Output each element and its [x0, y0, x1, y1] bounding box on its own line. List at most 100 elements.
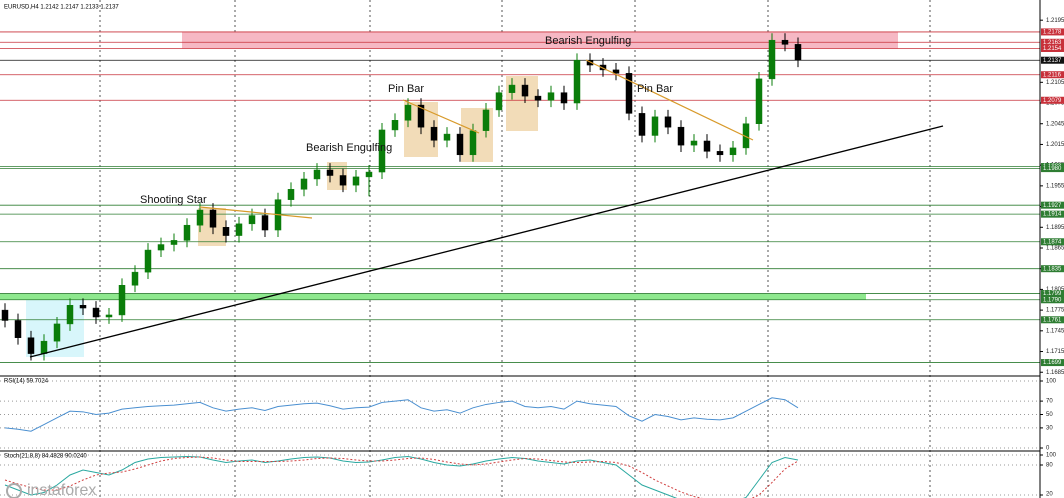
candle-body	[79, 305, 87, 309]
candle-body	[144, 249, 152, 273]
y-tick-label: 100	[1046, 453, 1057, 459]
candle-body	[326, 169, 334, 176]
y-tick-label: 1.1745	[1046, 328, 1064, 334]
candle-body	[560, 92, 568, 104]
candle-body	[1, 309, 9, 321]
candle-body	[53, 323, 61, 342]
candle-body	[612, 69, 620, 74]
chart-title: EURUSD,H4 1.2142 1.2147 1.2133 1.2137	[4, 5, 119, 11]
annotation: Bearish Engulfing	[306, 142, 392, 154]
candle-body	[222, 227, 230, 236]
support-level-box	[1041, 316, 1064, 324]
candle-body	[625, 73, 633, 114]
y-tick-label: 100	[1046, 379, 1057, 385]
y-tick-label: 1.1895	[1046, 225, 1064, 231]
indicator-line	[4, 397, 799, 432]
panel-title: RSI(14) 59.7024	[4, 379, 49, 385]
support-level-box	[1041, 201, 1064, 209]
candle-body	[300, 178, 308, 190]
trend-line	[29, 125, 944, 358]
candle-body	[352, 176, 360, 186]
candle-body	[404, 104, 412, 121]
support-level-label: 1.1699	[1043, 360, 1062, 366]
candle-body	[339, 175, 347, 186]
logo-icon	[6, 483, 22, 498]
candle-body	[14, 320, 22, 338]
trend-line	[585, 59, 754, 141]
y-tick-label: 1.1775	[1046, 308, 1064, 314]
candle-body	[40, 340, 48, 354]
y-tick-label: 1.2045	[1046, 121, 1064, 127]
candle-body	[716, 151, 724, 156]
candle-body	[573, 59, 581, 104]
annotation: Shooting Star	[140, 194, 207, 206]
candle-body	[651, 116, 659, 136]
annotation: Bearish Engulfing	[545, 35, 631, 47]
candle-body	[521, 84, 529, 97]
price-level-box	[1041, 56, 1064, 64]
support-level-label: 1.1761	[1043, 317, 1062, 323]
trend-line	[199, 206, 313, 219]
y-tick-label: 1.2195	[1046, 18, 1064, 24]
resistance-level-box	[1041, 96, 1064, 104]
candle-body	[417, 104, 425, 128]
support-level-label: 1.1927	[1043, 203, 1062, 209]
y-tick-label: 70	[1046, 399, 1053, 405]
support-level-label: 1.1799	[1043, 291, 1062, 297]
y-tick-label: 1.1955	[1046, 183, 1064, 189]
candle-body	[599, 64, 607, 71]
support-level-box	[1041, 290, 1064, 298]
candle-body	[27, 337, 35, 354]
price-level-label: 1.2137	[1043, 58, 1062, 64]
candle-body	[547, 92, 555, 101]
resistance-level-label: 1.2079	[1043, 98, 1062, 104]
candle-body	[196, 209, 204, 226]
candle-body	[131, 271, 139, 286]
candle-body	[664, 116, 672, 128]
resistance-level-label: 1.2178	[1043, 29, 1062, 35]
candle-body	[703, 140, 711, 152]
support-level-label: 1.1835	[1043, 266, 1062, 272]
candle-body	[66, 305, 74, 325]
y-tick-label: 1.2105	[1046, 80, 1064, 86]
candle-body	[235, 223, 243, 236]
candle-body	[378, 129, 386, 173]
support-level-box	[1041, 359, 1064, 367]
support-level-label: 1.1914	[1043, 212, 1062, 218]
candle-body	[118, 285, 126, 316]
candle-body	[287, 189, 295, 200]
y-tick-label: 1.1715	[1046, 349, 1064, 355]
candle-body	[638, 113, 646, 136]
resistance-level-box	[1041, 44, 1064, 52]
candle-body	[157, 244, 165, 251]
candle-body	[170, 240, 178, 245]
annotation: Pin Bar	[637, 83, 673, 95]
candle-body	[105, 314, 113, 318]
y-tick-label: 50	[1046, 412, 1053, 418]
supply-zone	[182, 31, 898, 49]
annotation: Pin Bar	[388, 83, 424, 95]
candle-body	[209, 209, 217, 228]
candle-body	[482, 109, 490, 131]
panel-title: Stoch(21,8,8) 84.4828 90.0240	[4, 454, 87, 460]
trend-line	[402, 99, 480, 134]
y-tick-label: 1.1865	[1046, 246, 1064, 252]
y-tick-label: 20	[1046, 492, 1053, 498]
resistance-level-label: 1.2163	[1043, 40, 1062, 46]
candle-body	[586, 59, 594, 66]
candle-body	[677, 126, 685, 146]
y-tick-label: 80	[1046, 463, 1053, 469]
candle-body	[430, 126, 438, 141]
resistance-level-box	[1041, 71, 1064, 79]
demand-zone	[0, 293, 866, 300]
y-tick-label: 30	[1046, 425, 1053, 431]
support-level-box	[1041, 210, 1064, 218]
candle-body	[313, 169, 321, 180]
candle-body	[768, 39, 776, 80]
candle-body	[508, 84, 516, 93]
candle-body	[365, 171, 373, 178]
candle-body	[755, 78, 763, 124]
candle-body	[443, 133, 451, 141]
support-level-label: 1.1790	[1043, 297, 1062, 303]
